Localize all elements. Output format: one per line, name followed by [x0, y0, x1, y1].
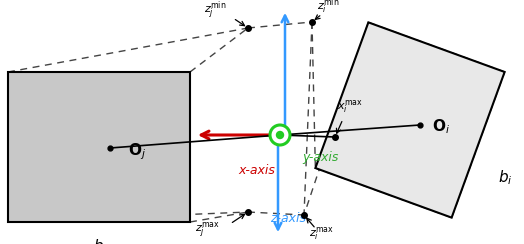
Text: $z_i^{\rm min}$: $z_i^{\rm min}$: [317, 0, 340, 16]
Text: $b_j$: $b_j$: [93, 237, 107, 244]
Circle shape: [270, 125, 290, 145]
Text: $\mathbf{O}_i$: $\mathbf{O}_i$: [432, 118, 450, 136]
Text: $z_j^{\rm min}$: $z_j^{\rm min}$: [203, 0, 226, 22]
Text: x-axis: x-axis: [238, 163, 275, 176]
Text: $x_i^{\rm max}$: $x_i^{\rm max}$: [337, 98, 363, 115]
Text: $z_i^{\rm max}$: $z_i^{\rm max}$: [309, 225, 334, 242]
Text: $z_j^{\rm max}$: $z_j^{\rm max}$: [195, 220, 220, 240]
Circle shape: [277, 132, 283, 139]
Bar: [8, 72, 190, 222]
Polygon shape: [315, 22, 505, 218]
Text: $b_i$: $b_i$: [498, 169, 512, 187]
Text: $\mathbf{O}_j$: $\mathbf{O}_j$: [128, 142, 146, 162]
Text: z-axis: z-axis: [270, 212, 306, 225]
Text: y-axis: y-axis: [302, 151, 339, 163]
